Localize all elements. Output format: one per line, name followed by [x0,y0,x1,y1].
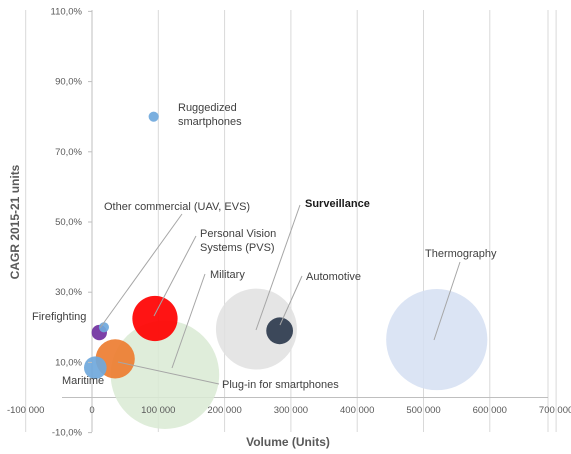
bubble-label-line: Other commercial (UAV, EVS) [104,201,250,213]
bubble-military [110,320,220,429]
bubble-personal-vision-systems-pvs [132,295,178,342]
x-tick-label: 500 000 [406,405,440,416]
y-tick-label: 50,0% [55,217,82,228]
bubble-label-line: Military [210,269,245,281]
x-tick-label: 100 000 [141,405,175,416]
bubble-label: Thermography [425,248,497,260]
bubble-label: Military [210,269,245,281]
bubble-label-line: smartphones [178,116,242,128]
bubble-label-line: Ruggedized [178,102,237,114]
bubble-label-line: Automotive [306,271,361,283]
y-tick-label: -10,0% [52,428,83,439]
bubble-ruggedized-smartphones [148,111,159,122]
y-tick-label: 10,0% [55,357,82,368]
y-tick-label: 110,0% [50,6,82,17]
leader-line [117,361,220,385]
bubble-automotive [266,317,294,345]
leader-layer [99,204,461,385]
bubble-label: Maritime [62,375,104,387]
x-tick-label: 300 000 [274,405,308,416]
bubble-label-line: Surveillance [305,198,370,210]
x-tick-label: 400 000 [340,405,374,416]
bubble-label: Firefighting [32,311,86,323]
bubble-label: Other commercial (UAV, EVS) [104,201,250,213]
bubble-label: Surveillance [305,198,370,210]
y-tick-label: 70,0% [55,147,82,158]
x-tick-label: -100 000 [7,405,45,416]
tick-layer: -100 000 0 100 000 200 000 300 000 400 000 500… [7,6,571,438]
x-axis-title: Volume (Units) [246,435,330,449]
leader-line [279,275,303,326]
bubble-label-line: Systems (PVS) [200,242,275,254]
y-tick-label: 90,0% [55,77,82,88]
bubble-other-commercial-uav-evs [98,322,109,333]
bubble-label: Ruggedized smartphones [178,102,242,128]
y-axis-title: CAGR 2015-21 units [8,164,22,279]
bubble-label-line: Maritime [62,375,104,387]
bubble-label-line: Firefighting [32,311,86,323]
leader-line [433,261,461,341]
y-tick-label: 30,0% [55,287,82,298]
bubble-label: Automotive [306,271,361,283]
bubble-label: Plug-in for smartphones [222,379,339,391]
x-tick-label: 700 000 [539,405,571,416]
leader-line [255,204,301,331]
bubble-label-line: Plug-in for smartphones [222,379,339,391]
x-tick-label: 200 000 [207,405,241,416]
x-tick-label: 0 [89,405,94,416]
leader-line [153,235,197,317]
label-layer: Ruggedized smartphones Other commercial (U… [32,102,497,391]
leader-line [99,213,183,329]
bubble-thermography [386,288,488,391]
leader-line [171,273,206,369]
bubble-label-line: Thermography [425,248,497,260]
x-tick-label: 600 000 [473,405,507,416]
bubble-label: Personal Vision Systems (PVS) [200,228,276,254]
bubble-label-line: Personal Vision [200,228,276,240]
